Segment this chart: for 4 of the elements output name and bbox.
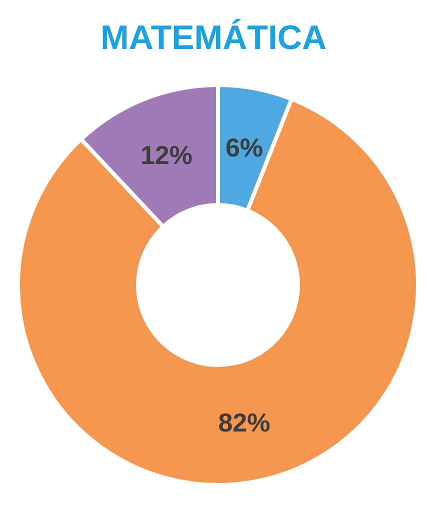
data-label: 12% bbox=[140, 140, 192, 170]
data-label: 82% bbox=[218, 408, 270, 438]
data-label: 6% bbox=[225, 132, 264, 162]
chart-title: MATEMÁTICA bbox=[100, 18, 328, 59]
